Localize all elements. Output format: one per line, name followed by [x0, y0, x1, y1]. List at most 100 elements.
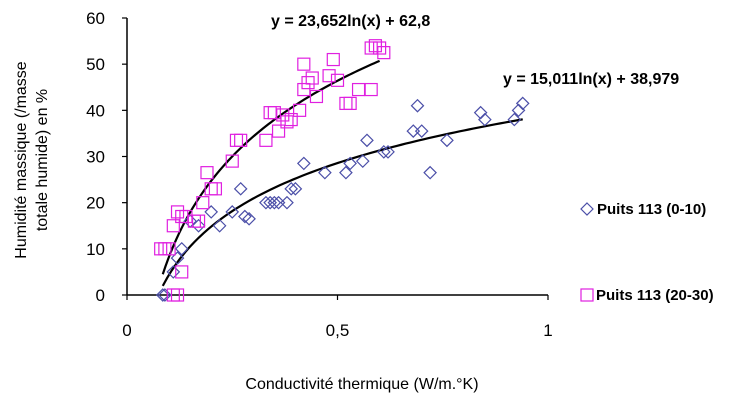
- data-point-series-2: [191, 214, 206, 228]
- y-tick-label: 60: [86, 9, 105, 28]
- data-point-series-1: [381, 145, 395, 159]
- data-point-series-2: [187, 214, 201, 228]
- data-point-series-2: [196, 196, 210, 210]
- y-tick-label: 20: [86, 194, 105, 213]
- data-point-series-1: [288, 181, 303, 196]
- data-point-series-1: [233, 181, 248, 196]
- data-point-series-1: [242, 211, 256, 226]
- data-point-series-2: [305, 71, 319, 85]
- data-point-series-1: [507, 112, 522, 127]
- data-point-series-1: [259, 195, 273, 210]
- data-point-series-1: [511, 103, 526, 118]
- data-point-series-1: [170, 251, 185, 265]
- x-tick-label: 1: [543, 321, 552, 340]
- data-point-series-2: [158, 242, 172, 256]
- data-point-series-2: [297, 57, 311, 71]
- trendlines: [161, 59, 523, 287]
- y-axis-title-line-2: totale humide) en %: [34, 89, 51, 231]
- data-point-series-2: [170, 288, 185, 302]
- data-point-series-1: [158, 288, 172, 302]
- data-point-series-2: [373, 41, 387, 55]
- data-points: [154, 39, 530, 302]
- legend-square-marker: [580, 288, 594, 302]
- data-point-series-1: [174, 241, 189, 256]
- data-point-series-2: [364, 41, 378, 55]
- data-point-series-2: [284, 112, 298, 127]
- data-point-series-2: [259, 133, 273, 147]
- data-point-series-2: [179, 209, 193, 224]
- data-point-series-1: [204, 205, 219, 219]
- data-point-series-1: [318, 165, 332, 180]
- data-point-series-2: [162, 242, 176, 256]
- data-point-series-2: [271, 124, 286, 138]
- data-point-series-1: [263, 195, 277, 210]
- data-point-series-1: [212, 218, 227, 233]
- data-point-series-1: [166, 265, 181, 279]
- data-point-series-2: [309, 89, 324, 104]
- data-point-series-1: [406, 124, 421, 138]
- data-point-series-1: [515, 96, 530, 111]
- y-tick-label: 10: [86, 240, 105, 259]
- legend-item-series-2: Puits 113 (20-30): [580, 287, 714, 304]
- trend-equation-series-2: y = 23,652ln(x) + 62,8: [271, 13, 430, 30]
- data-point-series-2: [208, 182, 223, 196]
- y-tick-label: 40: [86, 101, 105, 120]
- data-point-series-2: [297, 82, 311, 97]
- data-point-series-2: [364, 82, 378, 97]
- data-point-series-1: [225, 205, 240, 219]
- data-point-series-2: [166, 219, 180, 233]
- data-point-series-2: [225, 154, 239, 168]
- data-point-series-1: [271, 195, 286, 210]
- y-tick-label: 0: [96, 286, 105, 305]
- data-point-series-2: [368, 39, 382, 53]
- data-point-series-2: [351, 82, 366, 97]
- data-point-series-1: [339, 165, 353, 180]
- data-point-series-2: [280, 115, 294, 129]
- data-point-series-2: [267, 106, 281, 120]
- data-point-series-2: [154, 242, 168, 256]
- data-point-series-2: [326, 52, 340, 67]
- legend-diamond-marker: [580, 202, 594, 216]
- data-point-series-2: [377, 46, 391, 60]
- data-point-series-1: [284, 181, 299, 196]
- data-point-series-1: [440, 133, 454, 148]
- data-point-series-1: [296, 156, 311, 171]
- data-point-series-2: [293, 103, 307, 117]
- data-point-series-1: [478, 112, 492, 127]
- trendline-series-1: [161, 118, 523, 287]
- trend-equation-series-1: y = 15,011ln(x) + 38,979: [503, 71, 679, 88]
- data-point-series-2: [301, 76, 315, 90]
- data-point-series-2: [343, 96, 357, 111]
- data-point-series-1: [238, 209, 252, 224]
- data-point-series-1: [360, 133, 374, 148]
- y-tick-label: 50: [86, 55, 105, 74]
- data-point-series-2: [276, 108, 290, 122]
- data-point-series-2: [322, 69, 336, 83]
- data-point-series-2: [170, 205, 185, 219]
- data-point-series-2: [330, 73, 345, 87]
- x-tick-label: 0: [122, 321, 131, 340]
- data-point-series-1: [267, 195, 282, 210]
- data-point-series-2: [200, 166, 214, 180]
- data-point-series-1: [280, 195, 294, 210]
- data-point-series-1: [343, 156, 357, 171]
- legend-label-series-1: Puits 113 (0-10): [597, 201, 706, 218]
- data-point-series-1: [410, 98, 425, 113]
- legend-item-series-1: Puits 113 (0-10): [580, 201, 706, 218]
- data-point-series-2: [229, 133, 244, 147]
- data-point-series-1: [355, 154, 370, 168]
- data-point-series-2: [234, 133, 248, 147]
- data-point-series-2: [339, 96, 353, 111]
- x-axis-title: Conductivité thermique (W/m.°K): [245, 376, 478, 393]
- data-point-series-2: [175, 265, 189, 279]
- data-point-series-1: [414, 124, 429, 138]
- legend-label-series-2: Puits 113 (20-30): [596, 287, 714, 304]
- data-point-series-1: [473, 105, 488, 120]
- y-axis-title-line-1: Humidité massique (/masse: [13, 61, 30, 259]
- legend: Puits 113 (0-10) Puits 113 (20-30): [580, 201, 714, 304]
- data-point-series-1: [423, 165, 437, 180]
- data-point-series-1: [376, 145, 391, 159]
- y-tick-label: 30: [86, 148, 105, 167]
- data-point-series-1: [191, 218, 206, 233]
